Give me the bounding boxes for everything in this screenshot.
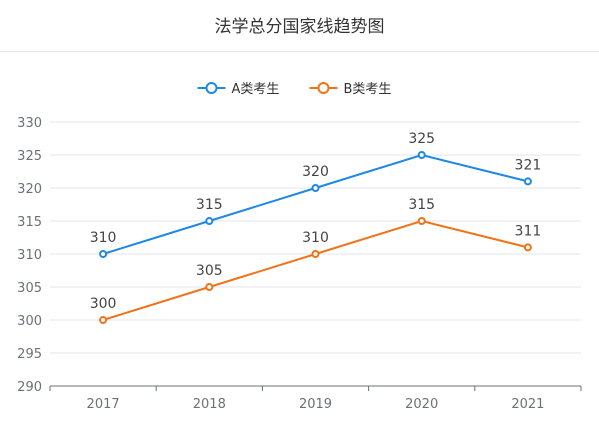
series-a: 310 315 320 325 321 [90, 131, 542, 258]
series-lines: 310 315 320 325 321 300 305 310 315 311 [90, 131, 542, 324]
y-tick-label: 325 [17, 149, 42, 164]
data-label: 311 [515, 223, 542, 239]
data-label: 315 [196, 197, 223, 213]
axes: 290 295 300 305 310 315 320 325 330 2017 2018 2019 2… [17, 116, 582, 412]
series-b: 300 305 310 315 311 [90, 197, 542, 324]
data-point [311, 184, 320, 192]
data-point [417, 151, 426, 159]
y-tick-label: 310 [17, 248, 42, 263]
x-tick-label: 2018 [193, 397, 226, 412]
x-tick-label: 2017 [87, 397, 120, 412]
legend-label: B类考生 [344, 82, 392, 97]
legend-label: A类考生 [232, 82, 280, 97]
data-point [417, 217, 426, 225]
y-tick-label: 320 [17, 182, 42, 197]
data-point [523, 177, 532, 186]
y-tick-label: 295 [17, 347, 42, 362]
data-label: 310 [302, 230, 329, 246]
legend-marker-icon [317, 82, 330, 94]
x-tick-label: 2021 [511, 397, 544, 412]
legend-item-a[interactable]: A类考生 [197, 82, 280, 97]
chart-title: 法学总分国家线趋势图 [214, 17, 385, 37]
legend-marker-icon [205, 82, 218, 94]
data-point [99, 316, 108, 324]
x-tick-label: 2019 [299, 397, 332, 412]
data-point [205, 217, 214, 225]
legend[interactable]: A类考生 B类考生 [197, 82, 392, 97]
legend-item-b[interactable]: B类考生 [309, 82, 392, 97]
data-point [523, 243, 532, 252]
y-tick-label: 330 [17, 116, 42, 131]
data-label: 321 [515, 157, 542, 173]
data-label: 325 [408, 131, 435, 147]
y-tick-label: 315 [17, 215, 42, 230]
data-point [99, 250, 108, 258]
data-label: 315 [408, 197, 435, 213]
chart-header: 法学总分国家线趋势图 [0, 0, 599, 52]
data-label: 320 [302, 164, 329, 180]
data-point [205, 283, 214, 291]
y-tick-label: 300 [17, 314, 42, 329]
x-tick-label: 2020 [405, 397, 438, 412]
y-tick-label: 305 [17, 281, 42, 296]
data-label: 305 [196, 263, 223, 279]
data-point [311, 250, 320, 258]
y-tick-label: 290 [17, 380, 42, 395]
data-label: 300 [90, 296, 117, 312]
data-label: 310 [90, 230, 117, 246]
